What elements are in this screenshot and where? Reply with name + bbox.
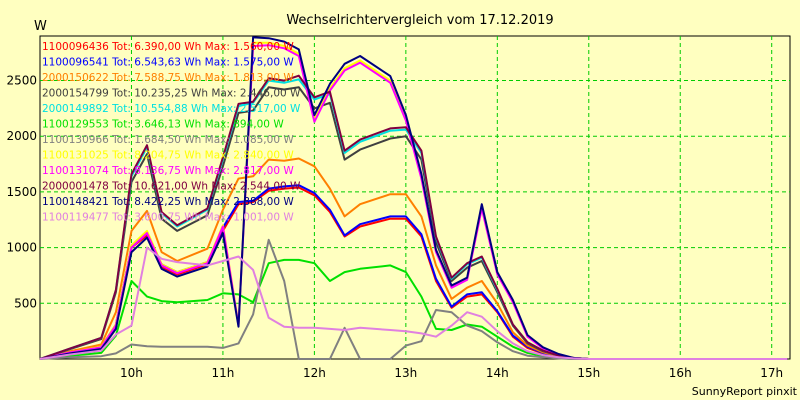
legend-entry: 1100096541 Tot: 6.543,63 Wh Max: 1.575,0…	[42, 57, 294, 69]
legend-entry: 1100096436 Tot: 6.390,00 Wh Max: 1.560,0…	[42, 41, 294, 53]
legend-entry: 2000001478 Tot: 10.621,00 Wh Max: 2.544,…	[42, 181, 301, 193]
legend-entry: 1100119477 Tot: 3.600,75 Wh Max: 1.001,0…	[42, 212, 294, 224]
x-tick-label: 12h	[303, 366, 326, 380]
x-tick-label: 17h	[760, 366, 783, 380]
y-tick-label: 1500	[6, 185, 37, 199]
y-tick-label: 2500	[6, 74, 37, 88]
legend-entry: 1100148421 Tot: 8.422,25 Wh Max: 2.888,0…	[42, 196, 294, 208]
x-tick-label: 11h	[211, 366, 234, 380]
series-line-1100119477	[39, 246, 788, 360]
x-tick-label: 15h	[577, 366, 600, 380]
legend-entry: 1100131025 Tot: 8.204,75 Wh Max: 2.840,0…	[42, 150, 294, 162]
x-tick-label: 13h	[394, 366, 417, 380]
legend-entry: 1100129553 Tot: 3.646,13 Wh Max: 894,00 …	[42, 119, 284, 131]
y-tick-label: 2000	[6, 129, 37, 143]
x-tick-label: 10h	[120, 366, 143, 380]
legend-entry: 1100130966 Tot: 1.684,50 Wh Max: 1.085,0…	[42, 134, 294, 146]
plot-area	[39, 35, 791, 360]
chart-title: Wechselrichtervergleich vom 17.12.2019	[286, 13, 553, 28]
footer-label: SunnyReport pinxit	[692, 385, 798, 398]
series-line-1100130966	[39, 238, 788, 360]
y-tick-label: 500	[14, 296, 37, 310]
legend-entry: 1100131074 Tot: 8.136,75 Wh Max: 2.817,0…	[42, 165, 294, 177]
y-axis-label: W	[34, 19, 47, 34]
legend-entry: 2000154799 Tot: 10.235,25 Wh Max: 2.446,…	[42, 88, 301, 100]
x-tick-label: 14h	[486, 366, 509, 380]
legend-entry: 2000150622 Tot: 7.588,75 Wh Max: 1.813,0…	[42, 72, 294, 84]
y-tick-label: 1000	[6, 241, 37, 255]
legend-entry: 2000149892 Tot: 10.554,88 Wh Max: 2.517,…	[42, 103, 301, 115]
x-tick-label: 16h	[669, 366, 692, 380]
